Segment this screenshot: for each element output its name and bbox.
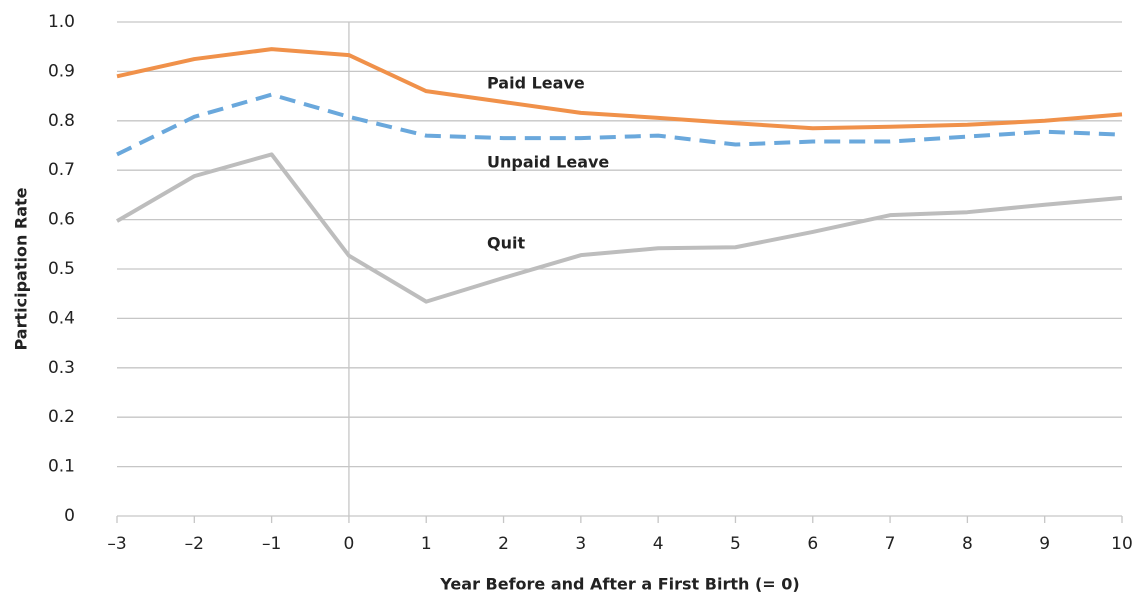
series-line (116, 92, 1123, 157)
y-tick-label: 0.5 (48, 259, 75, 279)
x-tick-label: 9 (1039, 534, 1050, 554)
grid (116, 21, 1123, 523)
y-tick-label: 0.8 (48, 111, 75, 131)
y-tick-label: 0.9 (48, 61, 75, 81)
x-tick-label: 0 (344, 534, 355, 554)
lines (115, 47, 1123, 304)
x-tick-label: 8 (962, 534, 973, 554)
x-tick-label: 4 (653, 534, 664, 554)
x-tick-label: –3 (107, 534, 126, 554)
x-tick-label: 6 (807, 534, 818, 554)
x-tick-label: 1 (421, 534, 432, 554)
x-tick-label: 3 (575, 534, 586, 554)
y-axis-label: Participation Rate (12, 187, 31, 350)
y-tick-label: 0.6 (48, 210, 75, 230)
series-line (116, 47, 1123, 131)
y-tick-label: 0 (64, 506, 75, 526)
x-tick-label: –2 (185, 534, 204, 554)
series-label: Unpaid Leave (487, 153, 609, 172)
y-tick-label: 0.3 (48, 358, 75, 378)
series-line (115, 152, 1123, 304)
x-tick-label: 10 (1111, 534, 1133, 554)
x-tick-label: 2 (498, 534, 509, 554)
series-label: Quit (487, 234, 525, 253)
y-tick-label: 0.4 (48, 308, 75, 328)
series-label: Paid Leave (487, 74, 585, 93)
y-tick-label: 1.0 (48, 12, 75, 32)
x-tick-label: 7 (885, 534, 896, 554)
x-tick-label: –1 (262, 534, 281, 554)
x-axis-label: Year Before and After a First Birth (= 0… (439, 575, 799, 594)
y-tick-label: 0.1 (48, 457, 75, 477)
y-tick-label: 0.2 (48, 407, 75, 427)
x-tick-label: 5 (730, 534, 741, 554)
y-tick-label: 0.7 (48, 160, 75, 180)
